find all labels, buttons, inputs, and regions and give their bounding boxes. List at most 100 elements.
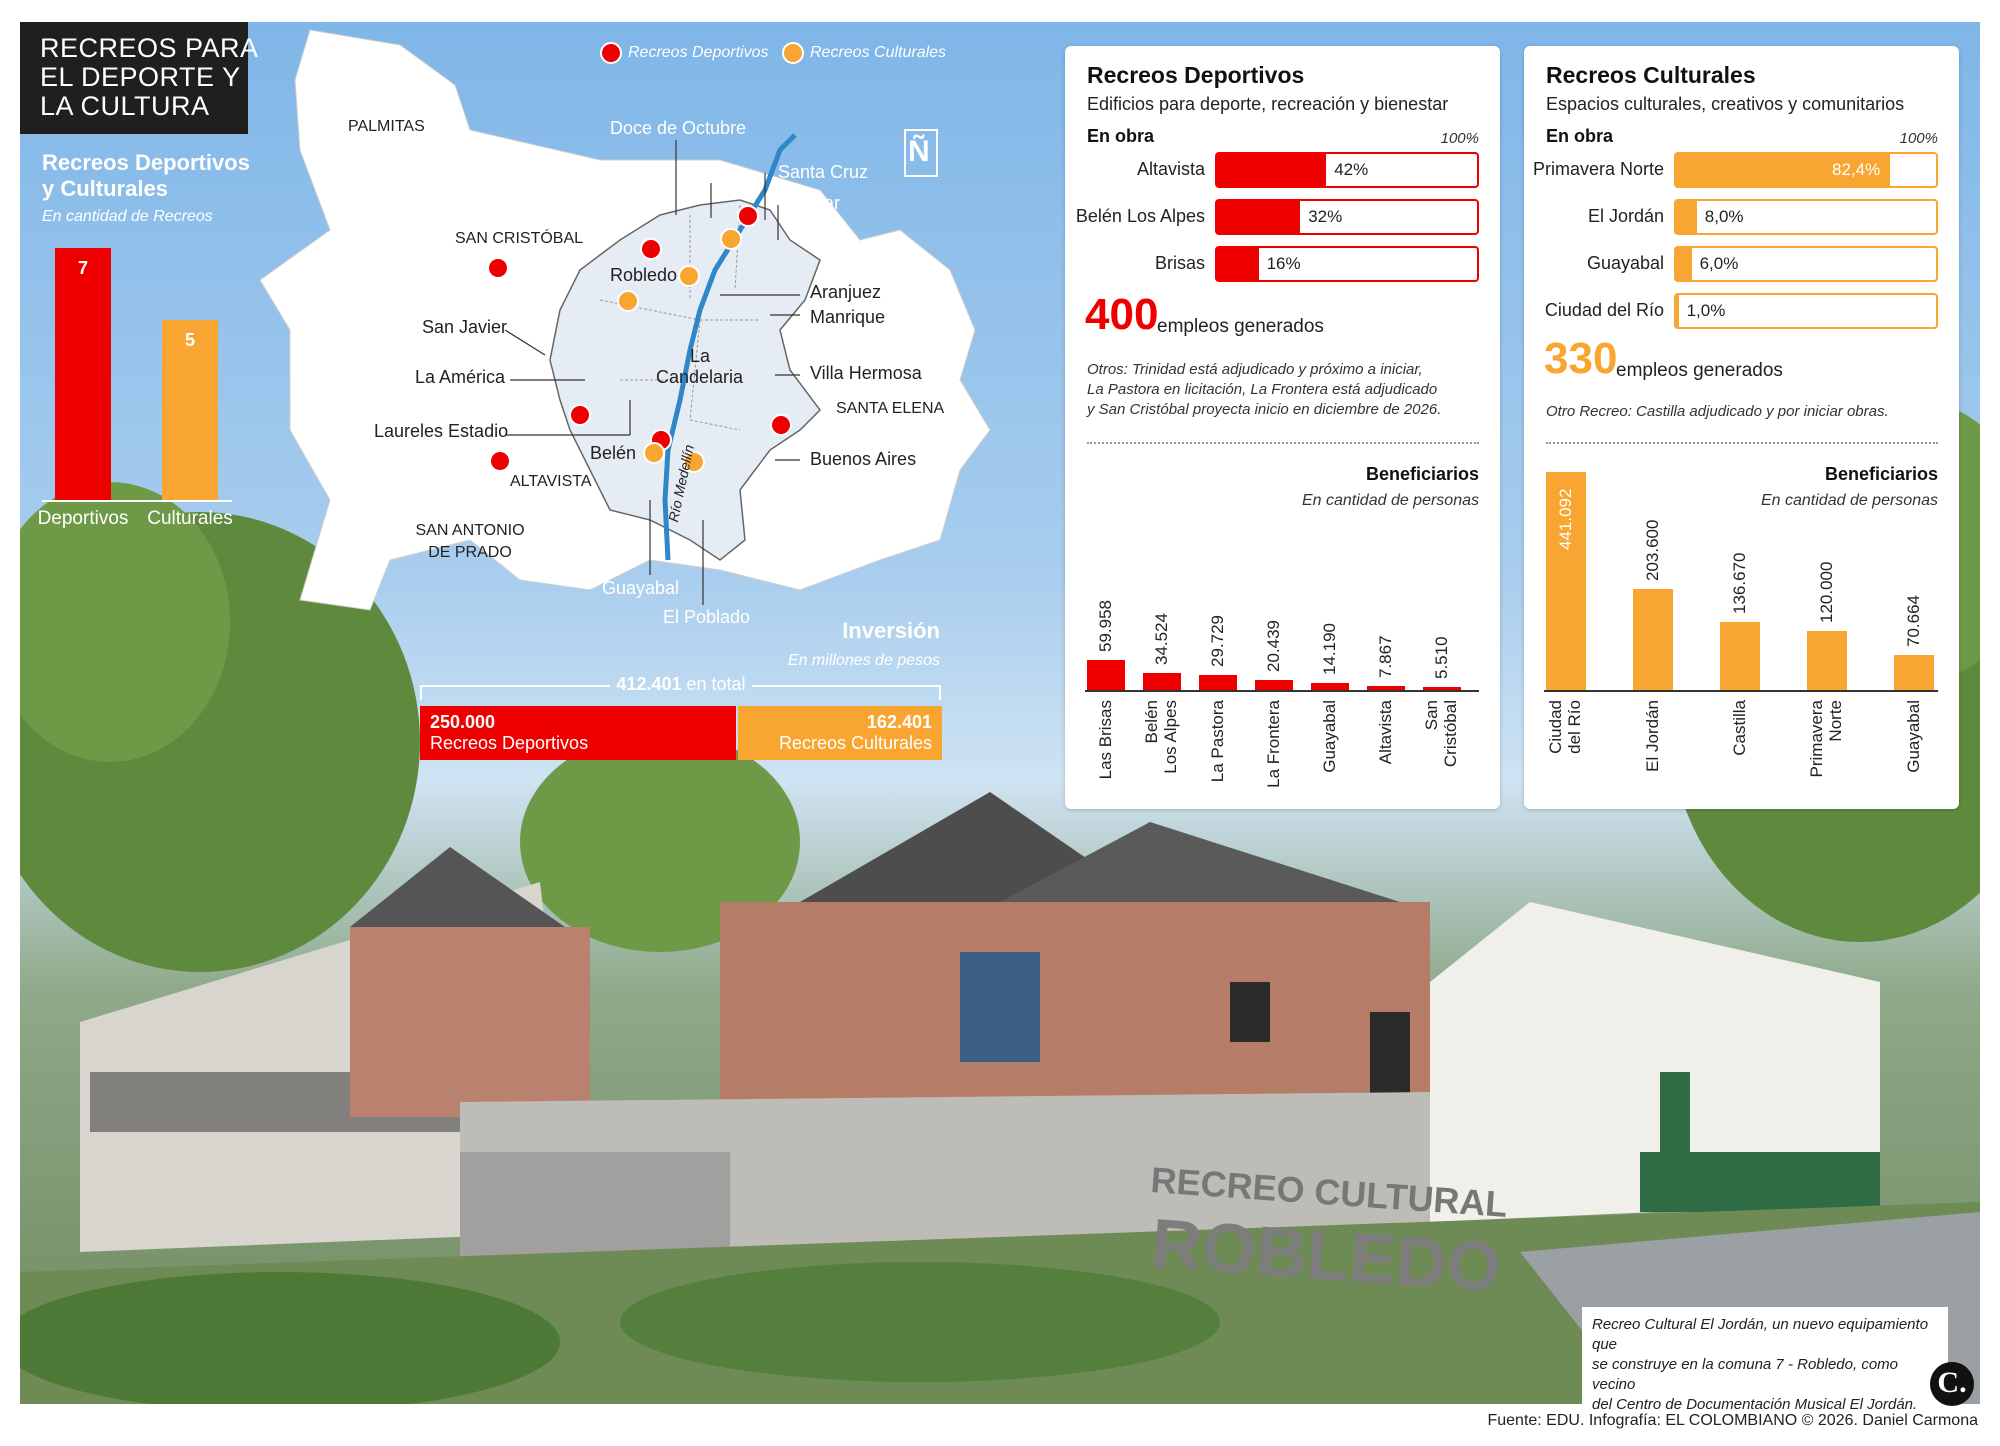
map-label-san-javier: San Javier — [422, 317, 508, 337]
summary-bar-label: Deportivos — [37, 508, 129, 529]
ben-category-label: Las Brisas — [1096, 700, 1115, 830]
summary-chart-title: Recreos Deportivos y Culturales — [42, 150, 250, 201]
progress-track: 42% — [1215, 152, 1479, 188]
ben-category-label: Guayabal — [1320, 700, 1339, 830]
map-marker-deportivo — [487, 257, 509, 279]
divider — [1546, 442, 1938, 444]
progress-fill — [1217, 154, 1327, 186]
investment-segment-culturales: 162.401 Recreos Culturales — [738, 706, 942, 760]
progress-track: 1,0% — [1674, 293, 1938, 329]
deportivos-jobs-number: 400 — [1085, 290, 1159, 339]
deportivos-ben-title: Beneficiarios — [1365, 464, 1479, 484]
map-label-guayabal: Guayabal — [602, 578, 680, 598]
investment-subtitle: En millones de pesos — [787, 652, 940, 669]
ben-bar-value: 70.664 — [1904, 595, 1923, 648]
culturales-ben-subtitle: En cantidad de personas — [1760, 492, 1938, 509]
ben-bar — [1423, 687, 1461, 690]
map-label-popular: Popular — [778, 193, 841, 213]
deportivos-note: Otros: Trinidad está adjudicado y próxim… — [1087, 361, 1442, 418]
map-label-santa-elena: SANTA ELENA — [836, 400, 945, 417]
ben-category-line: Primavera — [1807, 700, 1826, 778]
ben-category-line: Guayabal — [1320, 700, 1339, 773]
ben-bar-value: 34.524 — [1152, 612, 1171, 665]
map-label-manrique: Manrique — [810, 307, 886, 327]
progress-label: Altavista — [1136, 159, 1205, 179]
culturales-jobs-text: empleos generados — [1616, 360, 1783, 381]
river — [662, 133, 797, 561]
progress-track: 8,0% — [1674, 199, 1938, 235]
summary-axis-line — [42, 500, 232, 502]
ben-bar-value: 120.000 — [1817, 561, 1836, 623]
ben-bar — [1720, 622, 1760, 690]
ben-bar-value: 20.439 — [1264, 619, 1283, 672]
legend-culturales: Recreos Culturales — [782, 42, 946, 64]
ben-bar-value: 441.092 — [1556, 488, 1575, 550]
map-marker-deportivo — [737, 205, 759, 227]
progress-label: Brisas — [1154, 253, 1205, 273]
ben-bar-value: 29.729 — [1208, 615, 1227, 668]
map-label-laureles: Laureles Estadio — [374, 421, 509, 441]
culturales-card-title: Recreos Culturales — [1546, 62, 1756, 88]
north-arrow-icon: Ñ — [908, 135, 930, 168]
progress-fill — [1217, 201, 1301, 233]
progress-label: Ciudad del Río — [1544, 300, 1664, 320]
deportivos-card-title: Recreos Deportivos — [1087, 62, 1305, 88]
ben-category-label: San Cristóbal — [1422, 700, 1460, 830]
ben-category-line: Belén — [1142, 700, 1161, 744]
red-dot-icon — [600, 42, 622, 64]
deportivos-card: Recreos Deportivos Edificios para deport… — [1065, 46, 1500, 809]
culturales-jobs-number: 330 — [1544, 334, 1618, 383]
progress-fill — [1676, 295, 1679, 327]
map-marker-cultural — [643, 442, 665, 464]
progress-label: Guayabal — [1586, 253, 1664, 273]
title-line: RECREOS PARA — [40, 33, 259, 63]
investment-segment-deportivos: 250.000 Recreos Deportivos — [420, 706, 736, 760]
summary-bar-value: 7 — [77, 258, 88, 278]
progress-value: 8,0% — [1704, 207, 1744, 226]
investment-bracket — [420, 685, 941, 700]
map-marker-deportivo — [640, 238, 662, 260]
culturales-ben-title: Beneficiarios — [1824, 464, 1938, 484]
photo-caption: Recreo Cultural El Jordán, un nuevo equi… — [1582, 1307, 1948, 1423]
ben-category-label: La Frontera — [1264, 700, 1283, 830]
ben-category-label: Guayabal — [1904, 700, 1923, 830]
progress-fill — [1676, 248, 1692, 280]
progress-track: 6,0% — [1674, 246, 1938, 282]
title-line: LA CULTURA — [40, 91, 210, 121]
title-line: EL DEPORTE Y — [40, 62, 241, 92]
legend-deportivos: Recreos Deportivos — [600, 42, 769, 64]
progress-label: Primavera Norte — [1532, 159, 1664, 179]
map-label-buenos-aires: Buenos Aires — [810, 449, 917, 469]
map-label-villa-hermosa: Villa Hermosa — [810, 363, 922, 383]
divider — [1087, 442, 1479, 444]
map-label-aranjuez: Aranjuez — [810, 282, 882, 302]
orange-dot-icon — [782, 42, 804, 64]
ben-bar-value: 14.190 — [1320, 622, 1339, 675]
deportivos-card-subtitle: Edificios para deporte, recreación y bie… — [1087, 94, 1449, 114]
ben-bar-value: 59.958 — [1096, 600, 1115, 653]
summary-chart-subtitle: En cantidad de Recreos — [42, 208, 213, 225]
map-label-altavista: ALTAVISTA — [510, 473, 592, 490]
deportivos-100-label: 100% — [1440, 130, 1479, 147]
progress-value: 32% — [1308, 207, 1343, 226]
investment-stacked-bar: 250.000 Recreos Deportivos 162.401 Recre… — [420, 706, 942, 760]
culturales-card: Recreos Culturales Espacios culturales, … — [1524, 46, 1959, 809]
progress-track: 16% — [1215, 246, 1479, 282]
ben-bar — [1894, 655, 1934, 690]
ben-category-line: del Río — [1565, 700, 1584, 754]
ben-bar-value: 7.867 — [1376, 635, 1395, 679]
ben-bar — [1199, 675, 1237, 690]
map-label-san-antonio: SAN ANTONIO DE PRADO — [415, 522, 525, 561]
ben-category-line: Las Brisas — [1096, 700, 1115, 780]
map-label-el-poblado: El Poblado — [663, 607, 751, 627]
summary-bar — [162, 320, 218, 500]
map-marker-deportivo — [569, 404, 591, 426]
north-arrow-box — [904, 129, 938, 177]
map-label-castilla: Castilla — [680, 162, 740, 182]
culturales-obra-label: En obra — [1546, 126, 1614, 146]
progress-label: Belén Los Alpes — [1075, 206, 1205, 226]
map-label-robledo: Robledo — [610, 265, 678, 285]
medellin-map — [259, 29, 991, 611]
ben-category-line: Cristóbal — [1441, 700, 1460, 768]
map-marker-cultural — [683, 451, 705, 473]
